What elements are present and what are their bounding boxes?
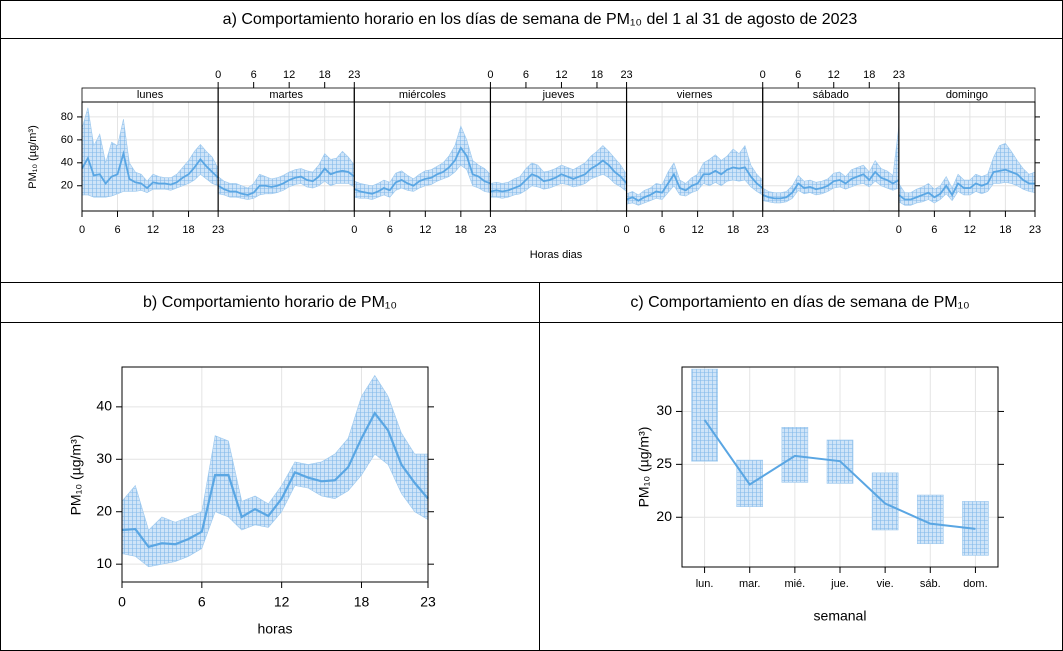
plot-border bbox=[681, 366, 999, 568]
x-tick-label: 23 bbox=[420, 594, 436, 610]
x-tick-label: mar. bbox=[739, 578, 760, 590]
x-tick-label: 6 bbox=[198, 594, 206, 610]
y-tick-label: 80 bbox=[61, 111, 73, 123]
y-tick-label: 60 bbox=[61, 134, 73, 146]
x-tick-label: 0 bbox=[118, 594, 126, 610]
x-tick-label: sáb. bbox=[920, 578, 941, 590]
x-tick-label: 12 bbox=[147, 224, 159, 236]
x-tick-label: 12 bbox=[828, 69, 840, 81]
y-axis-label: PM₁₀ (µg/m³) bbox=[68, 435, 84, 516]
mean-line bbox=[703, 419, 976, 530]
y-axis-label: PM₁₀ (µg/m³) bbox=[27, 125, 39, 189]
confidence-band bbox=[490, 145, 627, 199]
plot-border bbox=[81, 101, 1036, 212]
y-tick-label: 20 bbox=[656, 508, 672, 524]
x-axis-label: semanal bbox=[814, 608, 867, 624]
strip-label: lunes bbox=[137, 89, 164, 101]
panel-title: b) Comportamiento horario de PM₁₀ bbox=[143, 294, 397, 311]
confidence-band bbox=[81, 107, 219, 198]
x-tick-label: 18 bbox=[727, 224, 739, 236]
mean-line bbox=[490, 159, 628, 193]
x-tick-label: 12 bbox=[419, 224, 431, 236]
x-tick-label: 23 bbox=[1029, 224, 1041, 236]
panel-title: c) Comportamiento en días de semana de P… bbox=[630, 294, 969, 311]
confidence-band bbox=[762, 126, 900, 204]
x-tick-label: 23 bbox=[757, 224, 769, 236]
x-tick-label: 6 bbox=[931, 224, 937, 236]
confidence-box bbox=[736, 459, 764, 507]
confidence-band bbox=[121, 374, 429, 568]
mean-line bbox=[81, 150, 219, 190]
y-tick-label: 20 bbox=[96, 502, 112, 518]
x-tick-label: 23 bbox=[620, 69, 632, 81]
mean-line bbox=[898, 168, 1035, 201]
mean-line bbox=[762, 170, 900, 200]
strip-label: domingo bbox=[946, 89, 988, 101]
confidence-box bbox=[871, 472, 899, 531]
x-tick-label: 0 bbox=[896, 224, 902, 236]
confidence-box bbox=[781, 427, 809, 483]
x-tick-label: 0 bbox=[215, 69, 221, 81]
x-tick-label: 18 bbox=[863, 69, 875, 81]
plot-border bbox=[121, 366, 429, 583]
mean-line bbox=[353, 146, 491, 195]
mean-line bbox=[626, 166, 764, 202]
x-tick-label: jue. bbox=[830, 578, 849, 590]
y-tick-label: 30 bbox=[96, 450, 112, 466]
mean-line bbox=[217, 167, 355, 196]
x-tick-label: 23 bbox=[348, 69, 360, 81]
x-tick-label: 23 bbox=[893, 69, 905, 81]
x-tick-label: 6 bbox=[251, 69, 257, 81]
x-tick-label: 0 bbox=[624, 224, 630, 236]
x-tick-label: 6 bbox=[523, 69, 529, 81]
x-tick-label: 6 bbox=[659, 224, 665, 236]
x-tick-label: 18 bbox=[319, 69, 331, 81]
y-tick-label: 25 bbox=[656, 455, 672, 471]
y-tick-label: 40 bbox=[61, 157, 73, 169]
x-tick-label: 6 bbox=[795, 69, 801, 81]
x-tick-label: 18 bbox=[182, 224, 194, 236]
x-tick-label: mié. bbox=[784, 578, 805, 590]
x-tick-label: 0 bbox=[79, 224, 85, 236]
x-tick-label: 12 bbox=[555, 69, 567, 81]
x-axis-label: Horas dias bbox=[530, 249, 583, 261]
panel-title: a) Comportamiento horario en los días de… bbox=[223, 11, 858, 28]
x-tick-label: 0 bbox=[760, 69, 766, 81]
x-tick-label: 12 bbox=[964, 224, 976, 236]
strip-label: jueves bbox=[542, 89, 575, 101]
x-tick-label: 6 bbox=[387, 224, 393, 236]
strip-label: sábado bbox=[813, 89, 849, 101]
x-tick-label: 18 bbox=[999, 224, 1011, 236]
mean-line bbox=[121, 411, 429, 549]
x-axis-label: horas bbox=[257, 621, 292, 637]
y-tick-label: 30 bbox=[656, 402, 672, 418]
y-tick-label: 40 bbox=[96, 398, 112, 414]
x-tick-label: 0 bbox=[351, 224, 357, 236]
x-tick-label: dom. bbox=[963, 578, 987, 590]
y-axis-label: PM₁₀ (µg/m³) bbox=[636, 427, 652, 508]
x-tick-label: 6 bbox=[114, 224, 120, 236]
x-tick-label: lun. bbox=[696, 578, 714, 590]
x-tick-label: 12 bbox=[283, 69, 295, 81]
confidence-box bbox=[691, 368, 718, 462]
x-tick-label: vie. bbox=[877, 578, 894, 590]
x-tick-label: 12 bbox=[691, 224, 703, 236]
strip-label: martes bbox=[269, 89, 303, 101]
x-tick-label: 18 bbox=[354, 594, 370, 610]
strip-label: viernes bbox=[677, 89, 713, 101]
x-tick-label: 18 bbox=[591, 69, 603, 81]
x-tick-label: 12 bbox=[274, 594, 290, 610]
x-tick-label: 23 bbox=[212, 224, 224, 236]
x-tick-label: 0 bbox=[487, 69, 493, 81]
y-tick-label: 10 bbox=[96, 555, 112, 571]
x-tick-label: 18 bbox=[455, 224, 467, 236]
y-tick-label: 20 bbox=[61, 180, 73, 192]
strip-label: miércoles bbox=[399, 89, 447, 101]
x-tick-label: 23 bbox=[484, 224, 496, 236]
